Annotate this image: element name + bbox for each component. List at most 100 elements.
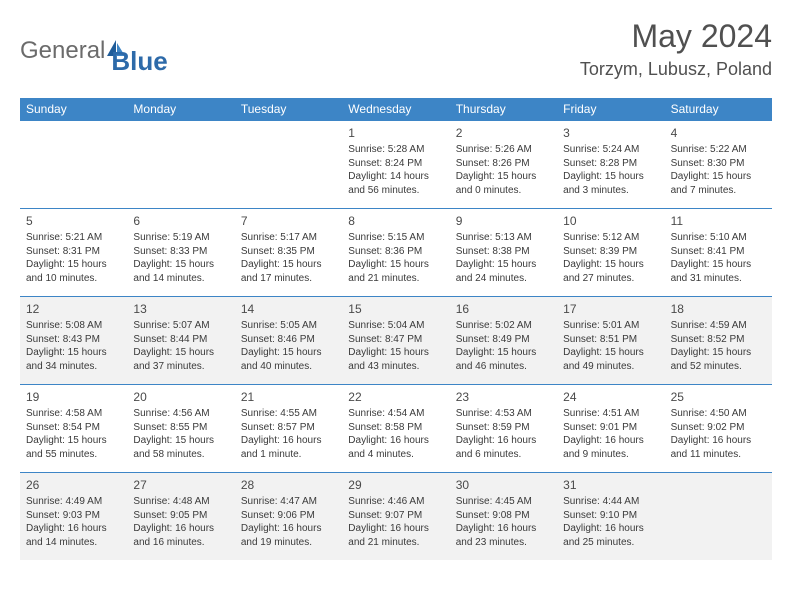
daylight-text: Daylight: 15 hours and 40 minutes. [241,346,336,373]
sunset-text: Sunset: 8:26 PM [456,157,551,171]
day-cell-3: 3Sunrise: 5:24 AMSunset: 8:28 PMDaylight… [557,120,664,208]
sunrise-text: Sunrise: 4:49 AM [26,495,121,509]
sunset-text: Sunset: 8:35 PM [241,245,336,259]
day-cell-1: 1Sunrise: 5:28 AMSunset: 8:24 PMDaylight… [342,120,449,208]
day-number: 5 [26,213,121,229]
sunset-text: Sunset: 8:44 PM [133,333,228,347]
day-cell-27: 27Sunrise: 4:48 AMSunset: 9:05 PMDayligh… [127,472,234,560]
sunset-text: Sunset: 9:08 PM [456,509,551,523]
weekday-monday: Monday [127,98,234,120]
day-number: 9 [456,213,551,229]
day-cell-26: 26Sunrise: 4:49 AMSunset: 9:03 PMDayligh… [20,472,127,560]
day-cell-17: 17Sunrise: 5:01 AMSunset: 8:51 PMDayligh… [557,296,664,384]
sunrise-text: Sunrise: 4:46 AM [348,495,443,509]
day-cell-11: 11Sunrise: 5:10 AMSunset: 8:41 PMDayligh… [665,208,772,296]
day-number: 20 [133,389,228,405]
sunset-text: Sunset: 9:06 PM [241,509,336,523]
daylight-text: Daylight: 15 hours and 21 minutes. [348,258,443,285]
daylight-text: Daylight: 15 hours and 10 minutes. [26,258,121,285]
daylight-text: Daylight: 15 hours and 55 minutes. [26,434,121,461]
sunrise-text: Sunrise: 5:28 AM [348,143,443,157]
day-cell-15: 15Sunrise: 5:04 AMSunset: 8:47 PMDayligh… [342,296,449,384]
sunset-text: Sunset: 9:07 PM [348,509,443,523]
sunrise-text: Sunrise: 5:24 AM [563,143,658,157]
sunset-text: Sunset: 8:24 PM [348,157,443,171]
day-cell-empty [665,472,772,560]
sunset-text: Sunset: 8:55 PM [133,421,228,435]
weekdays-row: SundayMondayTuesdayWednesdayThursdayFrid… [20,98,772,120]
daylight-text: Daylight: 15 hours and 52 minutes. [671,346,766,373]
sunset-text: Sunset: 8:43 PM [26,333,121,347]
sunrise-text: Sunrise: 5:17 AM [241,231,336,245]
day-cell-9: 9Sunrise: 5:13 AMSunset: 8:38 PMDaylight… [450,208,557,296]
sunrise-text: Sunrise: 5:01 AM [563,319,658,333]
sunrise-text: Sunrise: 4:44 AM [563,495,658,509]
sunset-text: Sunset: 8:47 PM [348,333,443,347]
daylight-text: Daylight: 16 hours and 21 minutes. [348,522,443,549]
sunrise-text: Sunrise: 5:05 AM [241,319,336,333]
sunset-text: Sunset: 9:05 PM [133,509,228,523]
day-cell-29: 29Sunrise: 4:46 AMSunset: 9:07 PMDayligh… [342,472,449,560]
day-cell-23: 23Sunrise: 4:53 AMSunset: 8:59 PMDayligh… [450,384,557,472]
sunrise-text: Sunrise: 4:58 AM [26,407,121,421]
day-number: 19 [26,389,121,405]
daylight-text: Daylight: 15 hours and 58 minutes. [133,434,228,461]
day-number: 3 [563,125,658,141]
header: General Blue May 2024 Torzym, Lubusz, Po… [20,18,772,80]
daylight-text: Daylight: 15 hours and 3 minutes. [563,170,658,197]
daylight-text: Daylight: 16 hours and 14 minutes. [26,522,121,549]
daylight-text: Daylight: 15 hours and 17 minutes. [241,258,336,285]
day-number: 10 [563,213,658,229]
day-cell-28: 28Sunrise: 4:47 AMSunset: 9:06 PMDayligh… [235,472,342,560]
day-cell-8: 8Sunrise: 5:15 AMSunset: 8:36 PMDaylight… [342,208,449,296]
day-cell-21: 21Sunrise: 4:55 AMSunset: 8:57 PMDayligh… [235,384,342,472]
day-number: 31 [563,477,658,493]
location: Torzym, Lubusz, Poland [580,59,772,80]
sunrise-text: Sunrise: 4:45 AM [456,495,551,509]
sunrise-text: Sunrise: 5:10 AM [671,231,766,245]
sunset-text: Sunset: 9:01 PM [563,421,658,435]
weekday-tuesday: Tuesday [235,98,342,120]
sunrise-text: Sunrise: 4:56 AM [133,407,228,421]
day-cell-25: 25Sunrise: 4:50 AMSunset: 9:02 PMDayligh… [665,384,772,472]
day-number: 4 [671,125,766,141]
daylight-text: Daylight: 14 hours and 56 minutes. [348,170,443,197]
daylight-text: Daylight: 15 hours and 27 minutes. [563,258,658,285]
day-number: 22 [348,389,443,405]
daylight-text: Daylight: 15 hours and 43 minutes. [348,346,443,373]
sunrise-text: Sunrise: 5:07 AM [133,319,228,333]
day-cell-empty [20,120,127,208]
sunset-text: Sunset: 8:51 PM [563,333,658,347]
sunset-text: Sunset: 8:54 PM [26,421,121,435]
day-number: 24 [563,389,658,405]
sunrise-text: Sunrise: 5:12 AM [563,231,658,245]
daylight-text: Daylight: 16 hours and 6 minutes. [456,434,551,461]
daylight-text: Daylight: 15 hours and 24 minutes. [456,258,551,285]
day-cell-2: 2Sunrise: 5:26 AMSunset: 8:26 PMDaylight… [450,120,557,208]
sunrise-text: Sunrise: 5:26 AM [456,143,551,157]
daylight-text: Daylight: 15 hours and 7 minutes. [671,170,766,197]
weekday-wednesday: Wednesday [342,98,449,120]
day-cell-empty [235,120,342,208]
day-cell-5: 5Sunrise: 5:21 AMSunset: 8:31 PMDaylight… [20,208,127,296]
daylight-text: Daylight: 16 hours and 1 minute. [241,434,336,461]
logo: General Blue [20,24,168,77]
daylight-text: Daylight: 16 hours and 25 minutes. [563,522,658,549]
daylight-text: Daylight: 16 hours and 16 minutes. [133,522,228,549]
sunrise-text: Sunrise: 5:15 AM [348,231,443,245]
day-cell-20: 20 Sunrise: 4:56 AMSunset: 8:55 PMDayligh… [127,384,234,472]
sunrise-text: Sunrise: 4:54 AM [348,407,443,421]
sunrise-text: Sunrise: 5:04 AM [348,319,443,333]
month-title: May 2024 [580,18,772,55]
daylight-text: Daylight: 16 hours and 23 minutes. [456,522,551,549]
daylight-text: Daylight: 15 hours and 37 minutes. [133,346,228,373]
sunrise-text: Sunrise: 4:48 AM [133,495,228,509]
sunrise-text: Sunrise: 4:53 AM [456,407,551,421]
sunset-text: Sunset: 9:10 PM [563,509,658,523]
daylight-text: Daylight: 15 hours and 14 minutes. [133,258,228,285]
sunset-text: Sunset: 9:02 PM [671,421,766,435]
day-number: 13 [133,301,228,317]
daylight-text: Daylight: 15 hours and 49 minutes. [563,346,658,373]
day-number: 26 [26,477,121,493]
day-cell-24: 24Sunrise: 4:51 AMSunset: 9:01 PMDayligh… [557,384,664,472]
